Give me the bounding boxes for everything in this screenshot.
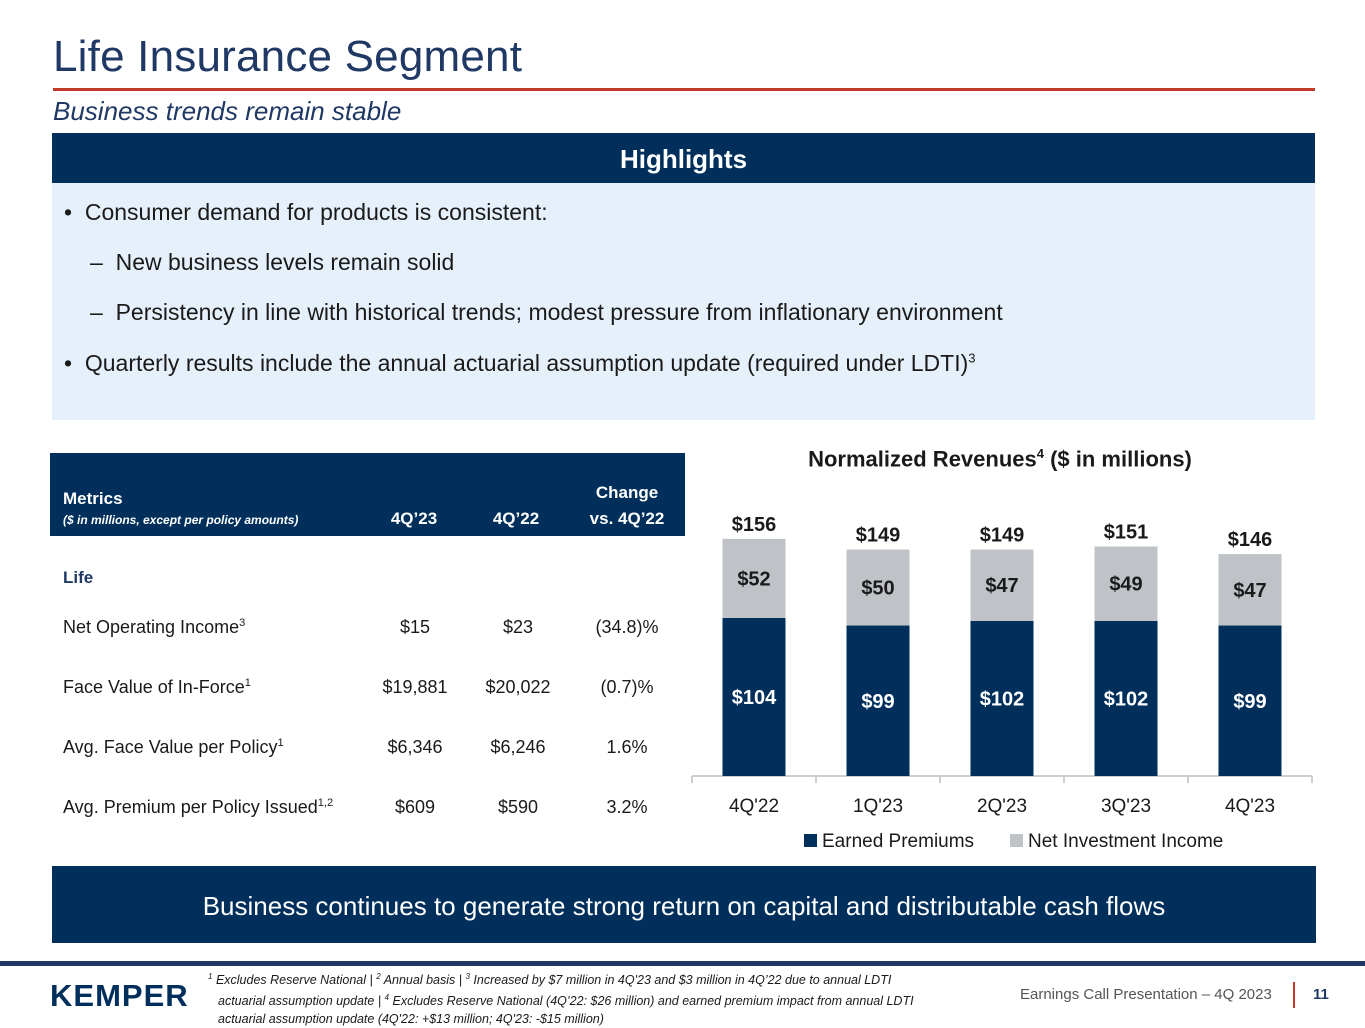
data-label-total: $151 — [1104, 521, 1149, 543]
data-label-total: $146 — [1228, 529, 1273, 551]
row-label: Face Value of In-Force1 — [63, 677, 251, 697]
page-subtitle: Business trends remain stable — [53, 96, 402, 126]
data-label-total: $156 — [732, 514, 777, 536]
highlight-sub-2-text: Persistency in line with historical tren… — [115, 299, 1003, 325]
row-value-change: 3.2% — [606, 797, 648, 817]
data-label-earned-premiums: $102 — [980, 688, 1025, 710]
dash-glyph: – — [90, 299, 103, 325]
row-value-4q23: $6,346 — [387, 737, 443, 757]
x-tick-label: 2Q'23 — [977, 796, 1027, 817]
legend-label: Earned Premiums — [822, 831, 974, 852]
highlight-sub-2: – Persistency in line with historical tr… — [90, 299, 1003, 326]
row-label: Avg. Premium per Policy Issued1,2 — [63, 797, 334, 817]
legend-swatch — [804, 834, 817, 847]
bullet-glyph: • — [64, 199, 73, 225]
data-label-earned-premiums: $104 — [732, 687, 777, 709]
footnote-line-3: actuarial assumption update (4Q'22: +$13… — [218, 1012, 604, 1027]
row-value-change: 1.6% — [606, 737, 648, 757]
legend-label: Net Investment Income — [1028, 831, 1223, 852]
page-number: 11 — [1313, 986, 1329, 1003]
row-value-4q23: $19,881 — [382, 677, 448, 697]
footnotes: 1 Excludes Reserve National | 2 Annual b… — [208, 968, 998, 1028]
data-label-net-investment-income: $47 — [1233, 580, 1266, 602]
chart-title: Normalized Revenues4 ($ in millions) — [808, 446, 1192, 472]
conclusion-banner: Business continues to generate strong re… — [52, 866, 1316, 943]
metrics-table-header: Metrics ($ in millions, except per polic… — [50, 453, 685, 536]
data-label-earned-premiums: $99 — [861, 691, 894, 713]
row-value-4q22: $590 — [497, 797, 539, 817]
col-header-change-2: vs. 4Q’22 — [589, 509, 665, 528]
bar-net-investment-income — [1094, 546, 1158, 621]
row-label: Avg. Face Value per Policy1 — [63, 737, 284, 757]
data-label-net-investment-income: $50 — [861, 578, 894, 600]
metrics-label: Metrics — [63, 489, 123, 508]
dash-glyph: – — [90, 249, 103, 275]
bar-earned-premiums — [1094, 620, 1158, 776]
data-label-net-investment-income: $52 — [737, 568, 770, 590]
row-value-4q22: $20,022 — [485, 677, 551, 697]
legend-swatch — [1010, 834, 1023, 847]
title-divider — [53, 88, 1315, 91]
row-value-4q23: $15 — [399, 617, 431, 637]
highlight-sub-1: – New business levels remain solid — [90, 249, 454, 276]
row-value-4q22: $6,246 — [490, 737, 546, 757]
highlights-panel — [52, 183, 1315, 420]
highlight-bullet-1: • Consumer demand for products is consis… — [64, 199, 548, 226]
bar-earned-premiums — [846, 625, 910, 776]
bar-net-investment-income — [1218, 554, 1282, 626]
x-tick-label: 4Q'23 — [1225, 796, 1275, 817]
x-tick-label: 3Q'23 — [1101, 796, 1151, 817]
data-label-total: $149 — [856, 525, 901, 547]
row-value-change: (34.8)% — [595, 617, 659, 637]
row-value-4q22: $23 — [502, 617, 534, 637]
bullet-glyph: • — [64, 350, 73, 376]
kemper-logo: KEMPER — [50, 978, 189, 1013]
bar-net-investment-income — [722, 538, 786, 618]
x-tick-label: 4Q'22 — [729, 796, 779, 817]
page-title: Life Insurance Segment — [53, 32, 523, 81]
row-value-4q23: $609 — [394, 797, 436, 817]
highlight-sub-1-text: New business levels remain solid — [115, 249, 455, 275]
bar-earned-premiums — [970, 620, 1034, 776]
data-label-total: $149 — [980, 525, 1025, 547]
highlight-bullet-1-text: Consumer demand for products is consiste… — [84, 199, 548, 225]
footer-divider — [0, 961, 1365, 966]
data-label-earned-premiums: $99 — [1233, 691, 1266, 713]
bar-earned-premiums — [722, 617, 786, 776]
presentation-label: Earnings Call Presentation – 4Q 2023 — [1020, 986, 1272, 1003]
footnote-line-1: 1 Excludes Reserve National | 2 Annual b… — [208, 972, 892, 988]
row-value-change: (0.7)% — [600, 677, 654, 697]
highlights-header: Highlights — [52, 133, 1315, 183]
highlight-bullet-2-text: Quarterly results include the annual act… — [84, 350, 969, 376]
footnote-ref: 3 — [968, 350, 976, 366]
metrics-sublabel: ($ in millions, except per policy amount… — [63, 513, 299, 527]
section-label-life: Life — [63, 568, 94, 587]
x-tick-label: 1Q'23 — [853, 796, 903, 817]
bar-net-investment-income — [970, 549, 1034, 621]
footnote-line-2: actuarial assumption update | 4 Excludes… — [218, 993, 914, 1009]
data-label-net-investment-income: $47 — [985, 575, 1018, 597]
col-header-4q23: 4Q’23 — [390, 509, 438, 528]
data-label-earned-premiums: $102 — [1104, 688, 1149, 710]
bar-earned-premiums — [1218, 625, 1282, 776]
row-label: Net Operating Income3 — [63, 617, 246, 637]
highlight-bullet-2: • Quarterly results include the annual a… — [64, 350, 976, 377]
page-number-divider — [1293, 982, 1295, 1008]
bar-net-investment-income — [846, 549, 910, 626]
col-header-4q22: 4Q’22 — [492, 509, 540, 528]
data-label-net-investment-income: $49 — [1109, 574, 1142, 596]
col-header-change-1: Change — [595, 483, 659, 502]
